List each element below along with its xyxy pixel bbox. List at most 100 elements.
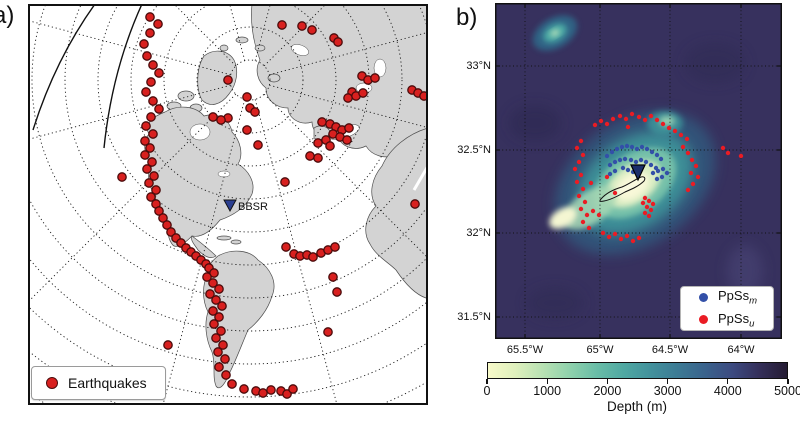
data-point [308, 252, 318, 262]
data-point [580, 152, 586, 158]
data-point [576, 193, 582, 199]
lat-tick-label: 32°N [466, 227, 491, 239]
data-point [680, 144, 686, 150]
data-point [617, 113, 623, 119]
data-point [217, 301, 227, 311]
data-point [672, 128, 678, 134]
data-point [325, 141, 335, 151]
data-point [738, 153, 744, 159]
data-point [140, 150, 150, 160]
legend-row-ppss-u: PpSsu [687, 310, 767, 329]
data-point [574, 145, 580, 151]
data-point [620, 165, 626, 171]
data-point [223, 75, 233, 85]
data-point [592, 122, 598, 128]
data-point [211, 333, 221, 343]
colorbar-label: Depth (m) [606, 399, 667, 414]
argus-bank [549, 207, 577, 229]
data-point [145, 12, 155, 22]
data-point [642, 195, 648, 201]
legend-ppss: PpSsm PpSsu [680, 286, 774, 331]
data-point [343, 93, 353, 103]
data-point [636, 114, 642, 120]
data-point [643, 159, 649, 165]
lat-tick-label: 31.5°N [457, 311, 491, 323]
data-point [253, 140, 263, 150]
data-point [725, 150, 731, 156]
data-point [578, 138, 584, 144]
data-point [720, 145, 726, 151]
data-point [266, 385, 276, 395]
data-point [574, 179, 580, 185]
colorbar-tickmark [486, 379, 488, 384]
data-point [695, 174, 701, 180]
data-point [148, 96, 158, 106]
data-point [580, 219, 586, 225]
data-point [609, 149, 615, 155]
data-point [633, 159, 639, 165]
colorbar-tick-label: 5000 [774, 384, 800, 398]
data-point [646, 213, 652, 219]
landmass-arctic-isles [254, 44, 266, 52]
data-point [145, 28, 155, 38]
data-point [606, 234, 612, 240]
ppss-m-legend-marker [699, 292, 708, 302]
data-point [153, 19, 163, 29]
data-point [146, 112, 156, 122]
data-point [628, 157, 634, 163]
data-point [644, 204, 650, 210]
data-point [227, 379, 237, 389]
panel-b-map [495, 3, 782, 339]
data-point [614, 146, 620, 152]
lon-tick-label: 65°W [586, 344, 614, 356]
data-point [660, 166, 666, 172]
data-point [654, 117, 660, 123]
colorbar-tickmark [667, 379, 669, 384]
lon-tick-label: 64.5°W [651, 344, 689, 356]
distance-arcs [32, 4, 143, 149]
data-point [323, 327, 333, 337]
continents [144, 4, 428, 389]
data-point [144, 178, 154, 188]
data-point [142, 51, 152, 61]
lon-tick-label: 65.5°W [506, 344, 544, 356]
data-point [584, 212, 590, 218]
panel-b-frame [495, 3, 782, 339]
data-point [642, 210, 648, 216]
data-point [648, 207, 654, 213]
colorbar-tick-label: 4000 [713, 384, 742, 398]
data-point [211, 295, 221, 305]
data-point [590, 208, 596, 214]
data-point [410, 199, 420, 209]
data-point [221, 370, 231, 380]
panel-a-frame [28, 4, 428, 405]
data-point [640, 200, 646, 206]
data-point [639, 144, 645, 150]
data-point [307, 25, 317, 35]
data-point [166, 227, 176, 237]
lon-tick-label: 64°W [727, 344, 755, 356]
data-point [654, 176, 660, 182]
data-point [145, 143, 155, 153]
data-point [638, 157, 644, 163]
data-point [648, 162, 654, 168]
data-point [654, 152, 660, 158]
data-point [625, 167, 631, 173]
sea-caspian [373, 58, 387, 78]
data-point [250, 107, 260, 117]
data-point [208, 112, 218, 122]
lat-tick-label: 33°N [466, 60, 491, 72]
data-point [216, 115, 226, 125]
data-point [648, 113, 654, 119]
data-point [162, 220, 172, 230]
station-triangle-icon [223, 199, 237, 213]
ppss-m-legend-label: PpSsm [718, 288, 757, 307]
data-point [208, 278, 218, 288]
data-point [659, 174, 665, 180]
data-point [604, 121, 610, 127]
data-point [612, 190, 618, 196]
ppss-u-name: PpSs [718, 310, 750, 326]
ppss-u-legend-marker [699, 315, 708, 325]
data-point [142, 164, 152, 174]
colorbar-tickmark [606, 379, 608, 384]
